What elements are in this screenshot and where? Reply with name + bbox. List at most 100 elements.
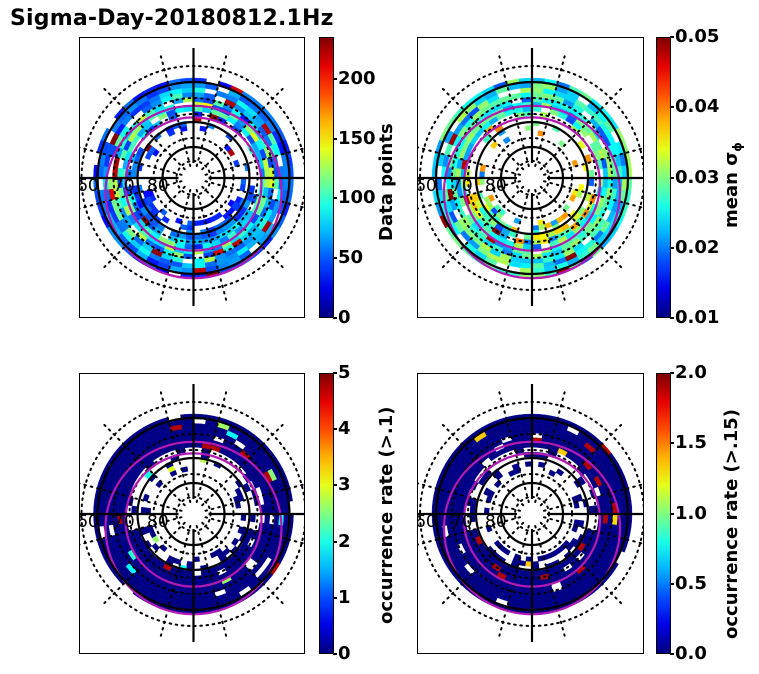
latitude-label: 80 [147, 512, 169, 532]
heat-bin [264, 177, 270, 189]
heat-bin [522, 106, 533, 113]
colorbar-tick [670, 512, 674, 515]
latitude-label: 80 [485, 512, 507, 532]
colorbar-tick [670, 372, 674, 374]
colorbar-tick-label: 1.5 [675, 432, 707, 454]
colorbar-tick [333, 653, 337, 655]
heat-bin [522, 442, 533, 449]
polar-heatmap: 60 70 80 [418, 384, 643, 642]
plot-area: 60 70 80 [79, 37, 305, 318]
heat-bin [181, 87, 194, 94]
polar-heatmap: 60 70 80 [80, 384, 304, 642]
colorbar-tick-label: 5 [338, 362, 351, 383]
heat-bin [490, 140, 499, 150]
heat-bin [531, 258, 544, 264]
colorbar-tick [333, 77, 337, 80]
crosshair [418, 384, 643, 642]
heat-bin [250, 513, 256, 523]
colorbar-tick [333, 257, 337, 260]
heat-bin [264, 503, 270, 515]
heat-bin [531, 106, 542, 113]
latitude-label: 80 [485, 176, 507, 196]
heat-bin [531, 598, 545, 605]
heat-bin [502, 136, 511, 145]
heat-bin [520, 428, 533, 434]
heat-bin [181, 598, 194, 605]
plot-area: 60 70 80 [417, 373, 644, 654]
heat-bin [193, 423, 206, 430]
colorbar-tick [333, 137, 337, 140]
heat-bin [531, 87, 545, 94]
colorbar-tick-label: 3 [338, 474, 351, 496]
colorbar-tick-label: 50 [338, 247, 364, 269]
colorbar-tick [333, 372, 337, 374]
grid-ring [513, 495, 551, 533]
colorbar-tick [670, 246, 674, 249]
colorbar-tick [670, 653, 674, 655]
latitude-label: 60 [80, 176, 99, 196]
latitude-label: 70 [451, 176, 473, 196]
colorbar-tick [333, 540, 337, 543]
heat-bin [602, 513, 609, 525]
heat-bin [531, 594, 544, 600]
colorbar-tick-label: 0.0 [675, 643, 707, 664]
colorbar [656, 373, 671, 654]
heat-bin [520, 594, 533, 600]
heat-bin [185, 570, 194, 577]
colorbar-tick [333, 596, 337, 599]
heat-bin [193, 594, 205, 600]
heat-bin [185, 234, 194, 241]
crosshair [80, 384, 304, 642]
heat-bin [264, 167, 270, 179]
grid-ring [175, 495, 212, 533]
colorbar-tick-label: 2.0 [675, 362, 707, 383]
heat-bin [531, 262, 545, 269]
heat-bin [568, 194, 577, 203]
heat-bin [602, 503, 609, 515]
colorbar-title: occurrence rate (>.1) [376, 406, 397, 624]
heat-bin [182, 92, 194, 98]
heat-bin [612, 177, 618, 190]
polar-heatmap: 60 70 80 [80, 48, 304, 306]
heat-bin [577, 139, 586, 150]
colorbar-tick [670, 106, 674, 109]
heat-bin [193, 106, 204, 113]
heat-bin [264, 513, 270, 525]
crosshair [418, 48, 643, 306]
colorbar-tick-label: 1 [338, 586, 351, 608]
heat-bin [519, 423, 533, 430]
crosshair [80, 48, 304, 306]
colorbar-tick-label: 2 [338, 530, 351, 552]
colorbar-title-text: occurrence rate (>.1) [376, 406, 397, 624]
heat-bin [183, 579, 194, 586]
heat-bin [215, 90, 229, 100]
heat-bin [183, 442, 194, 449]
colorbar-tick [333, 197, 337, 200]
colorbar [319, 373, 334, 654]
colorbar-tick-label: 1.0 [675, 502, 707, 524]
heat-bin [181, 262, 194, 269]
colorbar-tick [670, 582, 674, 585]
heat-bin [588, 169, 595, 179]
heat-bin [531, 428, 544, 434]
colorbar-tick [333, 317, 337, 319]
heat-bin [531, 570, 541, 577]
heat-bin [522, 579, 533, 586]
heat-bin [577, 475, 586, 486]
colorbar-tick-label: 100 [338, 187, 376, 209]
grid-ring [513, 159, 551, 197]
heat-bin [531, 442, 542, 449]
heat-bin [520, 92, 533, 98]
heat-bin [193, 92, 205, 98]
latitude-label: 80 [147, 176, 169, 196]
latitude-label: 70 [113, 176, 135, 196]
heat-bin [520, 258, 533, 264]
heat-bin [602, 177, 609, 189]
heat-bin [612, 513, 618, 526]
heat-bin [519, 598, 533, 605]
heat-bin [519, 87, 533, 94]
heat-bin [548, 469, 557, 478]
heat-bin [531, 234, 541, 241]
colorbar-title-text: occurrence rate (>.15) [721, 408, 742, 639]
heat-bin [182, 428, 194, 434]
